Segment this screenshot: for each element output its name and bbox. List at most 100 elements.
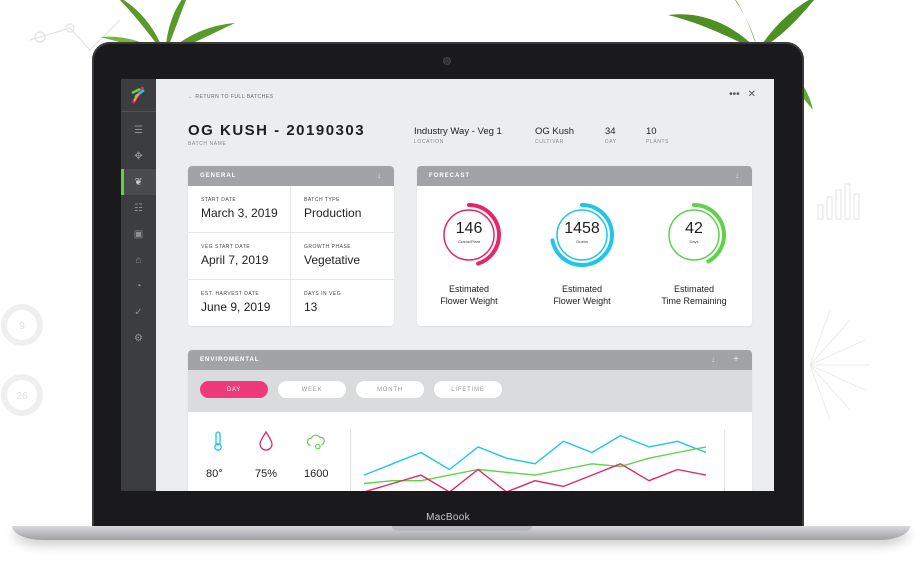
gauge-value: 146 <box>455 220 483 237</box>
veg-start-date-field: VEG START DATE April 7, 2019 <box>188 233 291 279</box>
collapse-arrow-icon[interactable]: ↓ <box>377 171 382 180</box>
co2-cloud-icon <box>306 434 325 450</box>
gauge-unit: Grams/Plant <box>457 239 481 244</box>
app-logo-icon[interactable] <box>130 85 146 105</box>
chart-series-line-2 <box>364 463 707 491</box>
location-meta: Industry Way - Veg 1 LOCATION <box>414 126 502 145</box>
time-range-tabs: DAY WEEK MONTH LIFETIME <box>188 370 752 412</box>
gauge-ring <box>437 203 501 267</box>
environmental-card-title: ENVIROMENTAL <box>200 357 260 363</box>
field-value: 13 <box>304 300 318 314</box>
divider <box>724 430 725 491</box>
field-caption: BATCH TYPE <box>304 197 340 203</box>
gauge-label-line: Estimated <box>561 284 603 294</box>
start-date-field: START DATE March 3, 2019 <box>188 186 291 232</box>
field-caption: DAYS IN VEG <box>304 291 342 297</box>
forecast-card-title: FORECAST <box>429 173 470 179</box>
decorative-ring-graphic: 26 <box>1 374 43 416</box>
batch-type-field: BATCH TYPE Production <box>291 186 394 232</box>
laptop-notch <box>392 526 532 531</box>
field-caption: EST. HARVEST DATE <box>201 291 260 297</box>
est-harvest-date-field: EST. HARVEST DATE June 9, 2019 <box>188 280 291 326</box>
day-caption: DAY <box>605 139 617 145</box>
gauge-progress-arc <box>662 203 726 267</box>
plants-value: 10 <box>646 126 657 137</box>
field-caption: START DATE <box>201 197 237 203</box>
gauge-label-line: Estimated <box>673 284 715 294</box>
humidity-drop-icon <box>259 430 273 451</box>
home-icon[interactable]: ⌂ <box>135 254 142 266</box>
day-meta: 34 DAY <box>605 126 617 145</box>
thermometer-icon <box>214 431 222 451</box>
sidebar: ☰ ✥ ❦ ☷ ▣ ⌂ ◔ ✓ ⚙ <box>121 79 156 491</box>
timer-icon[interactable]: ◔ <box>135 280 142 292</box>
tab-month[interactable]: MONTH <box>356 381 424 398</box>
gear-icon[interactable]: ⚙ <box>134 332 143 344</box>
svg-text:26: 26 <box>16 391 28 402</box>
chart-series-line-1 <box>363 446 707 485</box>
laptop-base <box>12 526 910 540</box>
gauge-label: Estimated Flower Weight <box>417 283 524 307</box>
sidebar-divider <box>121 111 156 112</box>
forecast-gauge: 1458 Grams <box>547 200 617 270</box>
gauge-label-line: Estimated <box>448 284 490 294</box>
location-value: Industry Way - Veg 1 <box>414 126 502 137</box>
tab-week[interactable]: WEEK <box>278 381 346 398</box>
gauge-label: Estimated Flower Weight <box>527 283 637 307</box>
humidity-value: 75% <box>255 468 278 480</box>
field-value: April 7, 2019 <box>201 253 269 267</box>
laptop-lid: ☰ ✥ ❦ ☷ ▣ ⌂ ◔ ✓ ⚙ ← RETURN TO FULL BATCHES ••• ✕… <box>92 42 804 528</box>
growth-phase-field: GROWTH PHASE Vegetative <box>291 233 394 279</box>
more-horizontal-icon[interactable]: ••• <box>729 89 740 100</box>
collapse-arrow-icon[interactable]: ↓ <box>711 355 716 364</box>
plants-meta: 10 PLANTS <box>646 126 669 145</box>
box-icon[interactable]: ▣ <box>133 228 144 240</box>
gauge-inner-ring <box>556 209 608 261</box>
check-circle-icon[interactable]: ✓ <box>134 306 143 318</box>
gauge-inner-ring <box>668 209 720 261</box>
main-content: ← RETURN TO FULL BATCHES ••• ✕ OG KUSH -… <box>156 79 774 491</box>
return-to-batches-link[interactable]: ← RETURN TO FULL BATCHES <box>188 94 274 100</box>
divider <box>188 232 394 233</box>
gauge-unit: Grams <box>576 239 588 244</box>
gauge-label-line: Flower Weight <box>440 296 498 306</box>
leaf-icon[interactable]: ❦ <box>121 169 156 195</box>
app-screen: ☰ ✥ ❦ ☷ ▣ ⌂ ◔ ✓ ⚙ ← RETURN TO FULL BATCHES ••• ✕… <box>121 79 774 491</box>
decorative-bar-graphic <box>817 183 860 220</box>
close-icon[interactable]: ✕ <box>747 89 756 100</box>
macbook-label: MacBook <box>426 512 470 523</box>
tab-lifetime[interactable]: LIFETIME <box>434 381 502 398</box>
gauge-progress-arc <box>550 203 614 267</box>
forecast-card-header: FORECAST ↓ <box>417 166 752 186</box>
environmental-card-header: ENVIROMENTAL ↓ + <box>188 350 752 370</box>
gauge-inner-ring <box>443 209 495 261</box>
day-value: 34 <box>605 126 616 137</box>
field-caption: VEG START DATE <box>201 244 251 250</box>
decorative-ring-graphic: 9 <box>1 304 43 346</box>
temperature-value: 80° <box>206 468 223 480</box>
collapse-arrow-icon[interactable]: ↓ <box>735 171 740 180</box>
compass-icon[interactable]: ✥ <box>134 150 143 162</box>
field-value: Vegetative <box>304 253 361 267</box>
general-card-header: GENERAL ↓ <box>188 166 394 186</box>
gauge-ring <box>550 203 614 267</box>
divider <box>350 430 351 491</box>
general-card: GENERAL ↓ START DATE March 3, 2019 BATCH… <box>188 166 394 326</box>
page-title: OG KUSH - 20190303 <box>188 122 366 139</box>
forecast-gauge: 146 Grams/Plant <box>434 200 504 270</box>
camera <box>444 58 450 64</box>
menu-icon[interactable]: ☰ <box>134 124 143 136</box>
environmental-line-chart <box>363 434 707 491</box>
batch-name-caption: BATCH NAME <box>188 141 227 147</box>
location-caption: LOCATION <box>414 139 444 145</box>
add-icon[interactable]: + <box>733 354 740 365</box>
divider <box>290 186 291 326</box>
tab-day[interactable]: DAY <box>200 381 268 398</box>
environmental-card: ENVIROMENTAL ↓ + DAY WEEK MONTH LIFETIME <box>188 350 752 491</box>
list-icon[interactable]: ☷ <box>134 202 143 214</box>
plants-caption: PLANTS <box>646 139 670 145</box>
general-fields: START DATE March 3, 2019 BATCH TYPE Prod… <box>188 186 394 326</box>
window-actions: ••• ✕ <box>729 89 756 100</box>
gauge-unit: Days <box>689 239 699 244</box>
general-card-title: GENERAL <box>200 173 237 179</box>
